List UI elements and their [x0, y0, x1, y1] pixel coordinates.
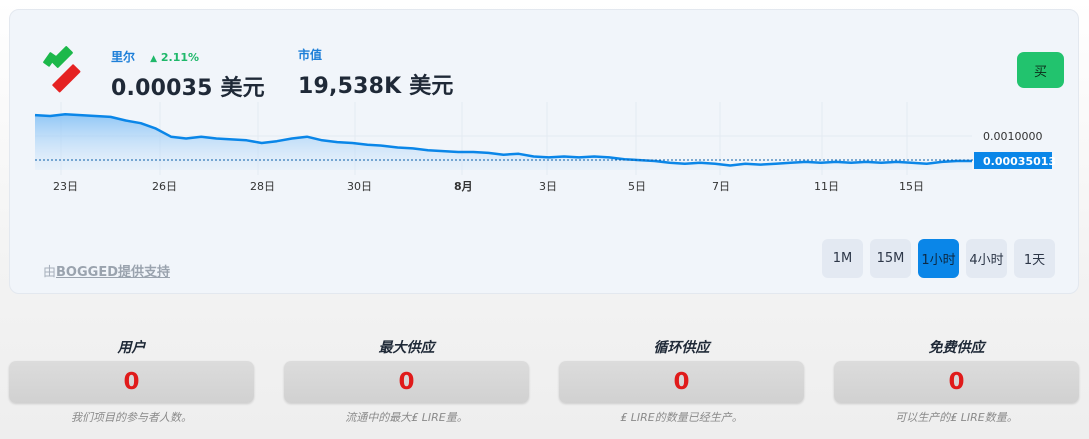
metric-value: 0: [834, 361, 1079, 403]
price-widget-card: 里尔 ▲ 2.11% 0.00035 美元 市值 19,538K 美元 买 23…: [9, 9, 1079, 294]
x-tick-label: 7日: [712, 180, 730, 193]
metric-free-supply: 免费供应 0 可以生产的₤ LIRE数量。: [834, 337, 1079, 425]
x-tick-label: 28日: [250, 180, 275, 193]
x-tick-label: 3日: [539, 180, 557, 193]
market-cap-value: 19,538K 美元: [298, 74, 454, 99]
metric-circulating-supply: 循环供应 0 ₤ LIRE的数量已经生产。: [559, 337, 804, 425]
metric-max-supply: 最大供应 0 流通中的最大₤ LIRE量。: [284, 337, 529, 425]
x-tick-label: 11日: [814, 180, 839, 193]
y-tick-label: 0.0010000: [983, 130, 1043, 143]
timeframe-15m-button[interactable]: 15M: [870, 239, 911, 278]
market-cap-stat: 市值 19,538K 美元: [298, 46, 454, 100]
metric-description: 流通中的最大₤ LIRE量。: [345, 411, 468, 424]
timeframe-1d-button[interactable]: 1天: [1014, 239, 1055, 278]
price-stat: 里尔 ▲ 2.11% 0.00035 美元: [111, 46, 265, 102]
token-logo-icon: [43, 46, 81, 93]
caret-up-icon: ▲: [150, 54, 158, 64]
metric-description: 可以生产的₤ LIRE数量。: [895, 411, 1018, 424]
metric-value: 0: [9, 361, 254, 403]
timeframe-1m-button[interactable]: 1M: [822, 239, 863, 278]
powered-by-text: 由BOGGED提供支持: [43, 261, 170, 280]
bogged-link[interactable]: BOGGED提供支持: [56, 265, 170, 280]
metric-title: 循环供应: [653, 340, 710, 356]
market-cap-label: 市值: [298, 48, 323, 62]
metric-users: 用户 0 我们项目的参与者人数。: [9, 337, 254, 425]
token-name-label: 里尔: [111, 50, 136, 64]
x-tick-label: 8月: [454, 180, 473, 193]
x-tick-label: 23日: [53, 180, 78, 193]
metric-description: 我们项目的参与者人数。: [71, 411, 192, 424]
price-change-badge: ▲ 2.11%: [150, 51, 199, 64]
price-value: 0.00035 美元: [111, 76, 265, 101]
buy-button[interactable]: 买: [1017, 52, 1064, 88]
x-tick-label: 26日: [152, 180, 177, 193]
metric-title: 免费供应: [928, 340, 985, 356]
x-tick-label: 30日: [347, 180, 372, 193]
current-price-tag: [974, 152, 1052, 169]
metric-description: ₤ LIRE的数量已经生产。: [620, 411, 743, 424]
current-price-label: 0.00035013: [983, 155, 1056, 168]
timeframe-1h-button[interactable]: 1小时: [918, 239, 959, 278]
price-change-value: 2.11%: [160, 51, 200, 64]
metric-title: 用户: [117, 340, 146, 356]
timeframe-4h-button[interactable]: 4小时: [966, 239, 1007, 278]
price-chart[interactable]: 23日 26日 28日 30日 8月 3日 5日 7日 11日 15日 0.0010000 0.0…: [10, 10, 1080, 210]
powered-prefix: 由: [43, 265, 57, 280]
metric-value: 0: [559, 361, 804, 403]
x-tick-label: 15日: [899, 180, 924, 193]
metric-value: 0: [284, 361, 529, 403]
x-tick-label: 5日: [628, 180, 646, 193]
price-line: [34, 112, 972, 167]
metric-title: 最大供应: [378, 340, 435, 356]
price-area: [35, 114, 972, 170]
